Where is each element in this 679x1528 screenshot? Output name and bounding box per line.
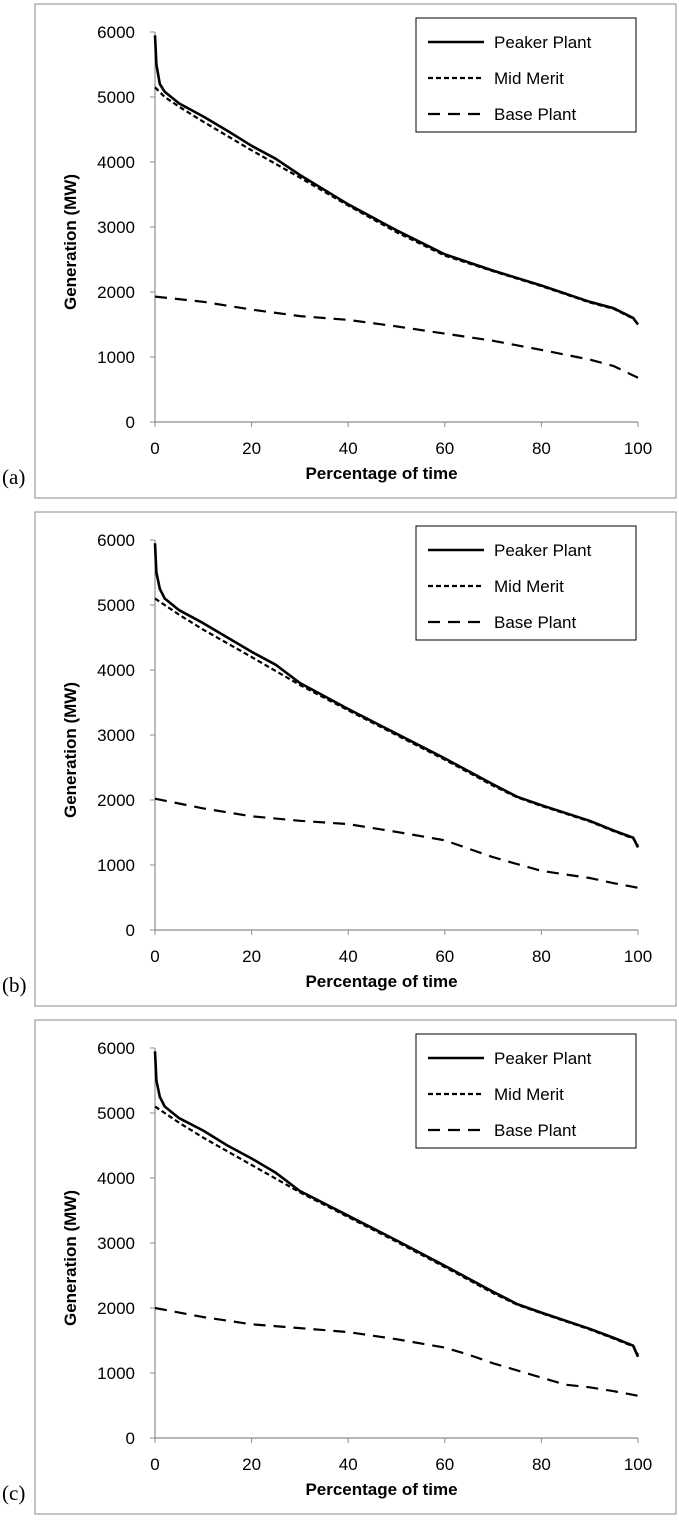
y-tick-label: 5000 [97, 88, 135, 107]
y-axis-label: Generation (MW) [61, 1190, 80, 1326]
y-axis-label: Generation (MW) [61, 682, 80, 818]
legend-label: Base Plant [494, 105, 576, 124]
y-tick-label: 0 [126, 921, 135, 940]
chart-panel-a: 0 1000 2000 3000 4000 5000 6000 0 20 40 60 80 100 Per… [0, 0, 679, 504]
x-tick-label: 100 [624, 1455, 652, 1474]
y-tick-label: 0 [126, 1429, 135, 1448]
panel-label: (a) [2, 465, 25, 489]
chart-frame [34, 1019, 677, 1515]
chart-svg-a: 0 1000 2000 3000 4000 5000 6000 0 20 40 60 80 100 Per… [2, 3, 677, 499]
y-tick-label: 0 [126, 413, 135, 432]
x-tick-label: 60 [435, 1455, 454, 1474]
legend-label: Base Plant [494, 613, 576, 632]
x-tick-label: 40 [339, 439, 358, 458]
x-tick-label: 100 [624, 947, 652, 966]
chart-panel-b: 0 1000 2000 3000 4000 5000 6000 0 20 40 60 80 100 Per… [0, 508, 679, 1012]
series-line-solid [153, 35, 640, 326]
y-tick-label: 4000 [97, 661, 135, 680]
x-tick-label: 60 [435, 439, 454, 458]
y-tick-label: 1000 [97, 856, 135, 875]
legend-label: Base Plant [494, 1121, 576, 1140]
y-tick-label: 6000 [97, 531, 135, 550]
series-line-dotted [154, 1105, 639, 1356]
x-tick-label: 0 [150, 947, 159, 966]
x-tick-label: 100 [624, 439, 652, 458]
series-line-dotted [154, 597, 639, 847]
y-tick-label: 2000 [97, 791, 135, 810]
x-axis-label: Percentage of time [305, 1480, 457, 1499]
x-tick-label: 80 [532, 947, 551, 966]
legend-label: Peaker Plant [494, 541, 592, 560]
y-tick-label: 1000 [97, 1364, 135, 1383]
x-tick-label: 40 [339, 947, 358, 966]
panel-label: (c) [2, 1481, 25, 1505]
x-axis-label: Percentage of time [305, 464, 457, 483]
x-tick-label: 0 [150, 439, 159, 458]
x-tick-label: 80 [532, 1455, 551, 1474]
y-tick-label: 3000 [97, 726, 135, 745]
series-line-dashed [154, 797, 639, 889]
chart-panel-c: 0 1000 2000 3000 4000 5000 6000 0 20 40 60 80 100 Per… [0, 1016, 679, 1520]
y-axis-label: Generation (MW) [61, 174, 80, 310]
series-line-dashed [154, 1306, 639, 1397]
y-tick-label: 6000 [97, 1039, 135, 1058]
chart-frame [34, 3, 677, 499]
y-tick-label: 2000 [97, 283, 135, 302]
series-line-dashed [154, 295, 639, 379]
x-tick-label: 20 [242, 439, 261, 458]
legend-label: Peaker Plant [494, 1049, 592, 1068]
y-tick-label: 1000 [97, 348, 135, 367]
y-tick-label: 6000 [97, 23, 135, 42]
legend-label: Mid Merit [494, 577, 564, 596]
x-axis-label: Percentage of time [305, 972, 457, 991]
legend-label: Peaker Plant [494, 33, 592, 52]
x-tick-label: 80 [532, 439, 551, 458]
y-tick-label: 5000 [97, 596, 135, 615]
y-tick-label: 2000 [97, 1299, 135, 1318]
chart-svg-c: 0 1000 2000 3000 4000 5000 6000 0 20 40 60 80 100 Per… [2, 1019, 677, 1515]
y-tick-label: 3000 [97, 218, 135, 237]
y-tick-label: 4000 [97, 153, 135, 172]
chart-svg-b: 0 1000 2000 3000 4000 5000 6000 0 20 40 60 80 100 Per… [2, 511, 677, 1007]
x-tick-label: 40 [339, 1455, 358, 1474]
x-tick-label: 20 [242, 947, 261, 966]
legend-label: Mid Merit [494, 1085, 564, 1104]
x-tick-label: 0 [150, 1455, 159, 1474]
x-tick-label: 60 [435, 947, 454, 966]
y-tick-label: 4000 [97, 1169, 135, 1188]
series-line-dotted [154, 86, 639, 326]
y-tick-label: 3000 [97, 1234, 135, 1253]
y-tick-label: 5000 [97, 1104, 135, 1123]
legend-label: Mid Merit [494, 69, 564, 88]
panel-label: (b) [2, 973, 27, 997]
chart-frame [34, 511, 677, 1007]
x-tick-label: 20 [242, 1455, 261, 1474]
